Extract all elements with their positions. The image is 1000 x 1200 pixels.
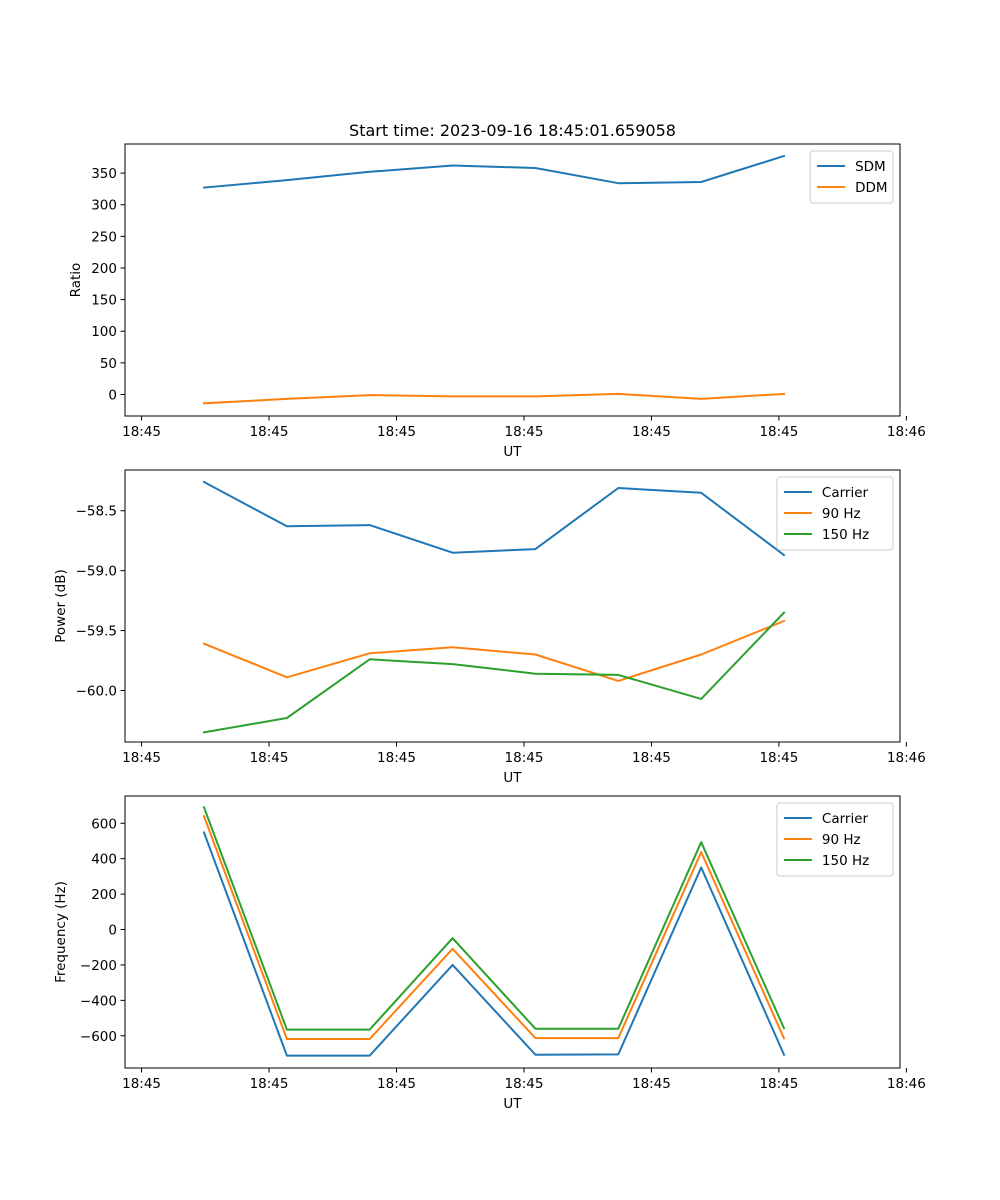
legend: Carrier 90 Hz 150 Hz [776, 476, 894, 551]
series-line-90-hz [202, 619, 786, 682]
series-line-90-hz [202, 814, 786, 1040]
y-axis-label: Frequency (Hz) [53, 881, 69, 983]
x-tick-label: 18:45 [250, 424, 289, 440]
x-tick-label: 18:45 [122, 750, 161, 766]
x-tick-label: 18:45 [250, 1076, 289, 1092]
series-line-sdm [202, 154, 786, 189]
x-tick-label: 18:46 [887, 750, 926, 766]
legend-label-90-hz: 90 Hz [822, 832, 861, 848]
panel-1: Start time: 2023-09-16 18:45:01.659058 18… [68, 121, 926, 460]
x-tick-label: 18:45 [377, 750, 416, 766]
y-tick-label: 100 [91, 324, 117, 340]
legend-box [776, 476, 894, 551]
y-tick-label: 300 [91, 198, 117, 214]
x-axis-label: UT [503, 1096, 522, 1112]
y-tick-label: 250 [91, 229, 117, 245]
panel-2: 18:45 18:45 18:45 18:45 18:45 18:45 18:46 −60.0… [53, 469, 926, 786]
x-tick-label: 18:45 [505, 424, 544, 440]
series-line-carrier [202, 480, 786, 557]
y-tick-label: 0 [108, 923, 117, 939]
legend: Carrier 90 Hz 150 Hz [776, 802, 894, 877]
axes-frame [124, 795, 901, 1069]
x-tick-label: 18:45 [250, 750, 289, 766]
axes-frame [124, 469, 901, 743]
y-tick-label: −600 [80, 1029, 117, 1045]
y-tick-label: −58.5 [76, 504, 117, 520]
y-tick-label: 600 [91, 816, 117, 832]
x-tick-label: 18:45 [632, 424, 671, 440]
chart-title: Start time: 2023-09-16 18:45:01.659058 [349, 121, 676, 140]
legend: SDM DDM [809, 150, 894, 204]
x-tick-label: 18:46 [887, 424, 926, 440]
x-tick-label: 18:45 [377, 1076, 416, 1092]
y-tick-label: 400 [91, 852, 117, 868]
x-tick-label: 18:45 [632, 750, 671, 766]
legend-label-90-hz: 90 Hz [822, 506, 861, 522]
y-tick-label: −59.0 [76, 564, 117, 580]
x-axis-label: UT [503, 770, 522, 786]
y-tick-label: 0 [108, 387, 117, 403]
x-tick-label: 18:45 [122, 424, 161, 440]
y-tick-label: 200 [91, 261, 117, 277]
y-tick-label: −60.0 [76, 683, 117, 699]
y-tick-label: −200 [80, 958, 117, 974]
axes-frame [124, 143, 901, 417]
y-tick-label: 200 [91, 887, 117, 903]
series-line-carrier [202, 831, 786, 1057]
y-tick-label: 150 [91, 293, 117, 309]
legend-label-sdm: SDM [855, 159, 886, 175]
x-tick-label: 18:45 [122, 1076, 161, 1092]
y-axis-label: Ratio [68, 263, 84, 298]
x-tick-label: 18:45 [377, 424, 416, 440]
y-tick-label: 50 [100, 356, 117, 372]
x-tick-label: 18:45 [505, 750, 544, 766]
series-line-ddm [202, 392, 786, 405]
legend-label-ddm: DDM [855, 180, 887, 196]
legend-label-carrier: Carrier [822, 811, 869, 827]
legend-label-150-hz: 150 Hz [822, 853, 869, 869]
legend-label-carrier: Carrier [822, 485, 869, 501]
x-axis-label: UT [503, 444, 522, 460]
x-tick-label: 18:45 [759, 424, 798, 440]
x-tick-label: 18:45 [505, 1076, 544, 1092]
x-tick-label: 18:45 [632, 1076, 671, 1092]
x-tick-label: 18:45 [759, 1076, 798, 1092]
y-axis-label: Power (dB) [53, 569, 69, 642]
series-line-150-hz [202, 611, 786, 734]
series-line-150-hz [202, 806, 786, 1031]
y-tick-label: −59.5 [76, 624, 117, 640]
x-tick-label: 18:45 [759, 750, 798, 766]
x-tick-label: 18:46 [887, 1076, 926, 1092]
legend-box [809, 150, 894, 204]
panel-3: 18:45 18:45 18:45 18:45 18:45 18:45 18:46 −600 −… [53, 795, 926, 1112]
y-tick-label: 350 [91, 166, 117, 182]
legend-label-150-hz: 150 Hz [822, 527, 869, 543]
y-tick-label: −400 [80, 993, 117, 1009]
legend-box [776, 802, 894, 877]
